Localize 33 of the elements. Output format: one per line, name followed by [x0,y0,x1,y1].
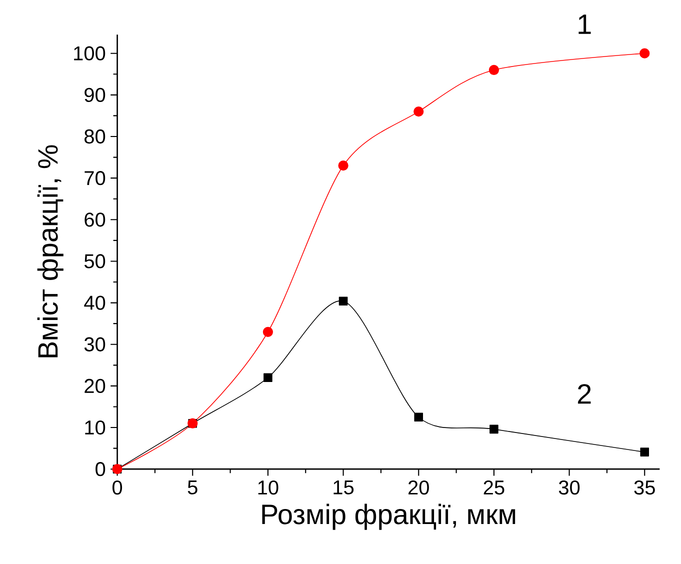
x-tick-label: 20 [408,480,429,495]
point [640,48,650,59]
y-tick-label: 50 [84,254,106,268]
x-axis-title: Розмір фракції, мкм [262,504,516,530]
x-tick-label: 15 [334,480,354,495]
point [338,296,348,306]
series-label: 2 [578,384,591,404]
y-tick-label: 80 [84,130,106,144]
point [640,448,650,457]
y-tick-label: 90 [84,88,106,102]
y-tick-label: 40 [84,296,106,310]
x-tick-label: 30 [558,480,580,495]
x-tick-label: 10 [258,480,278,495]
x-tick-label: 25 [484,480,504,495]
y-tick-label: 10 [85,420,106,435]
point [414,412,424,422]
point [264,373,272,382]
y-tick-label: 0 [96,462,106,476]
point [414,106,424,117]
y-tick-label: 100 [74,46,106,61]
point [262,326,274,338]
point [488,65,500,76]
point [338,160,348,171]
y-tick-label: 30 [84,337,106,352]
x-tick-label: 5 [188,480,198,495]
x-tick-label: 35 [634,480,655,495]
y-tick-label: 20 [84,379,106,394]
y-axis-title: Вміст фракції, % [37,145,64,358]
y-tick-label: 70 [84,171,106,186]
y-tick-label: 60 [84,212,106,227]
point [490,424,498,434]
series-label: 1 [578,14,591,34]
x-tick-label: 0 [112,480,122,495]
